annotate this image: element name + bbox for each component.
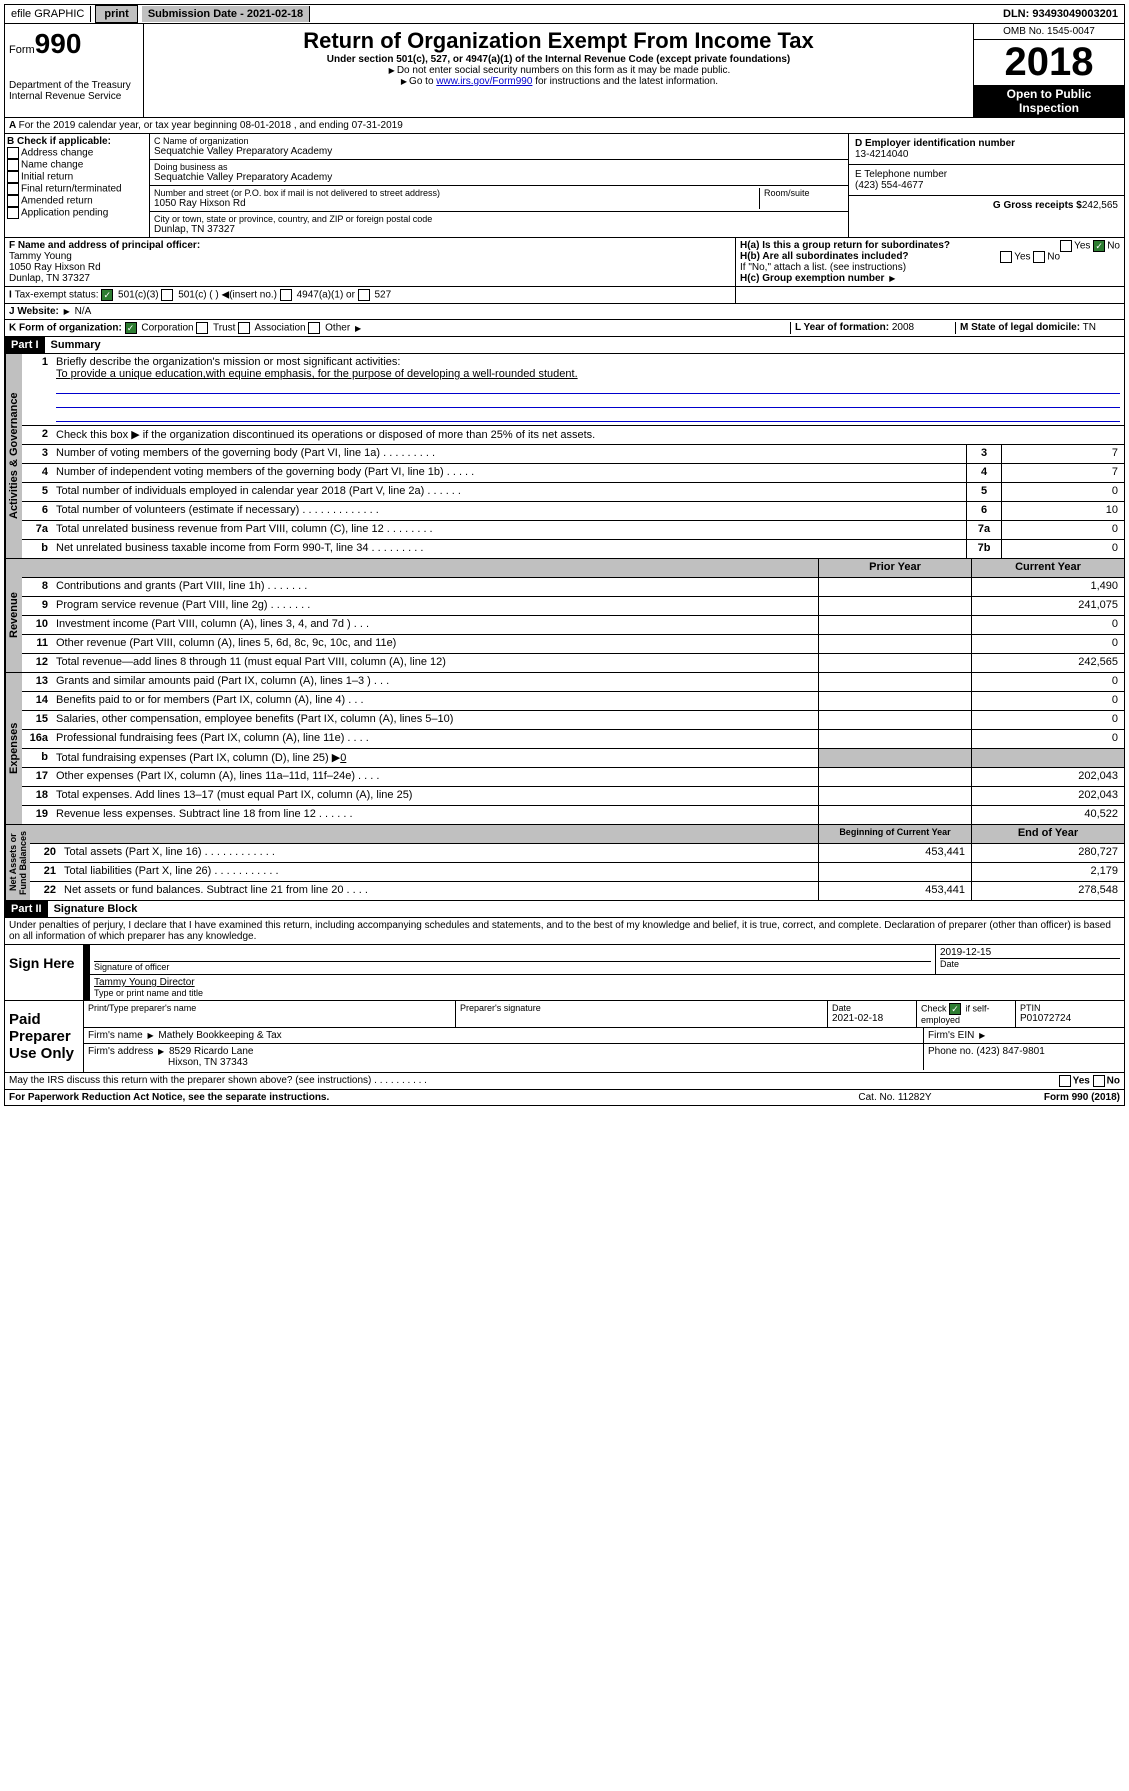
officer-name: Tammy Young [9,251,72,262]
hb-no[interactable] [1033,251,1045,263]
prep-date: 2021-02-18 [832,1013,912,1024]
officer-addr: 1050 Ray Hixson Rd [9,262,101,273]
ha-no[interactable]: ✓ [1093,240,1105,252]
firm-name: Mathely Bookkeeping & Tax [158,1030,281,1041]
ptin: P01072724 [1020,1013,1120,1024]
ein-value: 13-4214040 [855,149,1118,160]
ha-yes[interactable] [1060,240,1072,252]
line-a: A For the 2019 calendar year, or tax yea… [4,118,1125,134]
firm-address: 8529 Ricardo Lane [169,1046,254,1057]
checkbox-final[interactable] [7,183,19,195]
section-f-h: F Name and address of principal officer:… [4,238,1125,287]
tab-activities: Activities & Governance [5,354,22,558]
firm-phone: (423) 847-9801 [976,1046,1044,1057]
domicile-state: TN [1083,322,1096,333]
discuss-no[interactable] [1093,1075,1105,1087]
form-header: Form990 Department of the Treasury Inter… [4,24,1125,118]
dln: DLN: 93493049003201 [997,6,1124,22]
instructions-link[interactable]: www.irs.gov/Form990 [436,76,532,87]
mission-text: To provide a unique education,with equin… [56,368,578,380]
city-state-zip: Dunlap, TN 37327 [154,224,844,235]
subtitle-2: Do not enter social security numbers on … [397,65,730,76]
room-suite: Room/suite [759,188,844,209]
val-3: 7 [1001,445,1124,463]
main-title: Return of Organization Exempt From Incom… [148,28,969,54]
tax-year: 2018 [974,40,1124,85]
form-word: Form [9,44,35,56]
501c-check[interactable] [161,289,173,301]
checkbox-pending[interactable] [7,207,19,219]
street-address: 1050 Ray Hixson Rd [154,198,759,209]
tab-revenue: Revenue [5,559,22,672]
discuss-question: May the IRS discuss this return with the… [9,1075,1059,1087]
501c3-check[interactable]: ✓ [101,289,113,301]
section-b-g: B Check if applicable: Address change Na… [4,134,1125,238]
formation-year: 2008 [892,322,914,333]
omb-number: OMB No. 1545-0047 [974,24,1124,40]
phone-label: E Telephone number [855,169,947,180]
phone-value: (423) 554-4677 [855,180,1118,191]
officer-signature: Tammy Young Director [94,977,1120,988]
checkbox-amended[interactable] [7,195,19,207]
4947-check[interactable] [280,289,292,301]
top-bar: efile GRAPHIC print Submission Date - 20… [4,4,1125,24]
ein-label: D Employer identification number [855,138,1015,149]
tab-expenses: Expenses [5,673,22,824]
dba-value: Sequatchie Valley Preparatory Academy [154,172,844,183]
corp-check[interactable]: ✓ [125,322,137,334]
revenue-section: Revenue Prior YearCurrent Year 8Contribu… [4,559,1125,673]
sign-here-block: Sign Here Signature of officer 2019-12-1… [4,945,1125,1001]
open-public: Open to Public Inspection [974,85,1124,117]
net-assets-section: Net Assets or Fund Balances Beginning of… [4,825,1125,901]
officer-city: Dunlap, TN 37327 [9,273,90,284]
col-b-header: B Check if applicable: [7,136,111,147]
org-name: Sequatchie Valley Preparatory Academy [154,146,844,157]
sign-date: 2019-12-15 [940,947,1120,958]
checkbox-address[interactable] [7,147,19,159]
hb-yes[interactable] [1000,251,1012,263]
checkbox-initial[interactable] [7,171,19,183]
perjury-declaration: Under penalties of perjury, I declare th… [4,918,1125,945]
page-footer: For Paperwork Reduction Act Notice, see … [4,1090,1125,1106]
tab-net-assets: Net Assets or Fund Balances [5,825,30,900]
print-button[interactable]: print [95,5,137,23]
website: N/A [75,306,92,317]
part1-header: Part I [5,337,45,353]
discuss-yes[interactable] [1059,1075,1071,1087]
gross-receipts: 242,565 [1082,200,1118,211]
527-check[interactable] [358,289,370,301]
expenses-section: Expenses 13Grants and similar amounts pa… [4,673,1125,825]
part2-header: Part II [5,901,48,917]
efile-label: efile GRAPHIC [5,6,91,22]
submission-date: Submission Date - 2021-02-18 [142,6,310,22]
activities-governance: Activities & Governance 1Briefly describ… [4,354,1125,559]
dept-label: Department of the Treasury Internal Reve… [9,80,139,102]
paid-preparer-block: Paid Preparer Use Only Print/Type prepar… [4,1001,1125,1073]
dba-label: Doing business as [154,162,844,172]
self-emp-check[interactable]: ✓ [949,1003,961,1015]
subtitle-1: Under section 501(c), 527, or 4947(a)(1)… [148,54,969,65]
org-name-label: C Name of organization [154,136,844,146]
form-number: 990 [35,28,82,59]
checkbox-name[interactable] [7,159,19,171]
